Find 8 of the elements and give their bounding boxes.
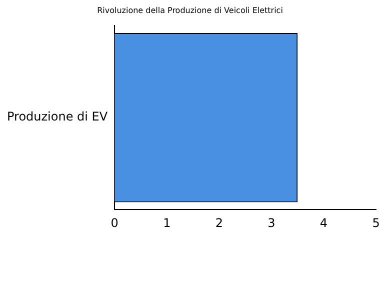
- x-tick-label: 1: [163, 216, 171, 230]
- chart-title: Rivoluzione della Produzione di Veicoli Elettrici: [97, 6, 283, 15]
- x-tick-label: 2: [215, 216, 223, 230]
- y-tick-label: Produzione di EV: [7, 110, 108, 124]
- x-tick-label: 0: [110, 216, 118, 230]
- x-tick-label: 5: [372, 216, 380, 230]
- x-tick-label: 4: [320, 216, 328, 230]
- x-tick-label: 3: [268, 216, 276, 230]
